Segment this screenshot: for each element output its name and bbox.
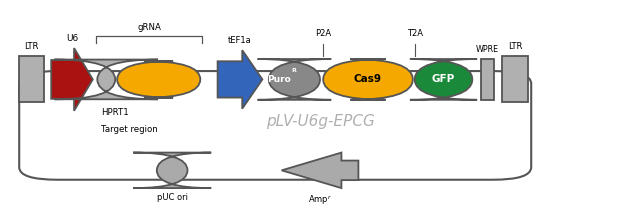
FancyBboxPatch shape xyxy=(54,60,158,99)
Text: Target region: Target region xyxy=(101,125,158,134)
Text: pLV-U6g-EPCG: pLV-U6g-EPCG xyxy=(266,114,374,129)
Text: Puro: Puro xyxy=(268,75,291,84)
Polygon shape xyxy=(51,48,93,111)
Text: LTR: LTR xyxy=(508,42,522,51)
Text: LTR: LTR xyxy=(24,42,38,51)
Polygon shape xyxy=(218,50,262,109)
FancyBboxPatch shape xyxy=(481,59,494,100)
Text: Amp$^r$: Amp$^r$ xyxy=(308,193,332,207)
Text: Cas9: Cas9 xyxy=(354,74,382,84)
Text: tEF1a: tEF1a xyxy=(228,36,252,45)
Text: gRNA: gRNA xyxy=(137,23,161,32)
Text: HPRT1: HPRT1 xyxy=(101,108,129,117)
FancyBboxPatch shape xyxy=(133,153,211,188)
FancyBboxPatch shape xyxy=(410,59,477,100)
Text: pUC ori: pUC ori xyxy=(157,193,188,202)
FancyBboxPatch shape xyxy=(117,61,200,98)
Text: GFP: GFP xyxy=(432,74,455,84)
FancyBboxPatch shape xyxy=(19,56,44,102)
Text: WPRE: WPRE xyxy=(476,45,499,54)
Text: R: R xyxy=(292,68,297,73)
FancyBboxPatch shape xyxy=(323,59,413,100)
FancyBboxPatch shape xyxy=(257,59,332,100)
Text: P2A: P2A xyxy=(315,29,332,38)
Text: U6: U6 xyxy=(66,34,78,43)
Text: T2A: T2A xyxy=(407,29,423,38)
Polygon shape xyxy=(282,153,358,188)
FancyBboxPatch shape xyxy=(502,56,528,102)
